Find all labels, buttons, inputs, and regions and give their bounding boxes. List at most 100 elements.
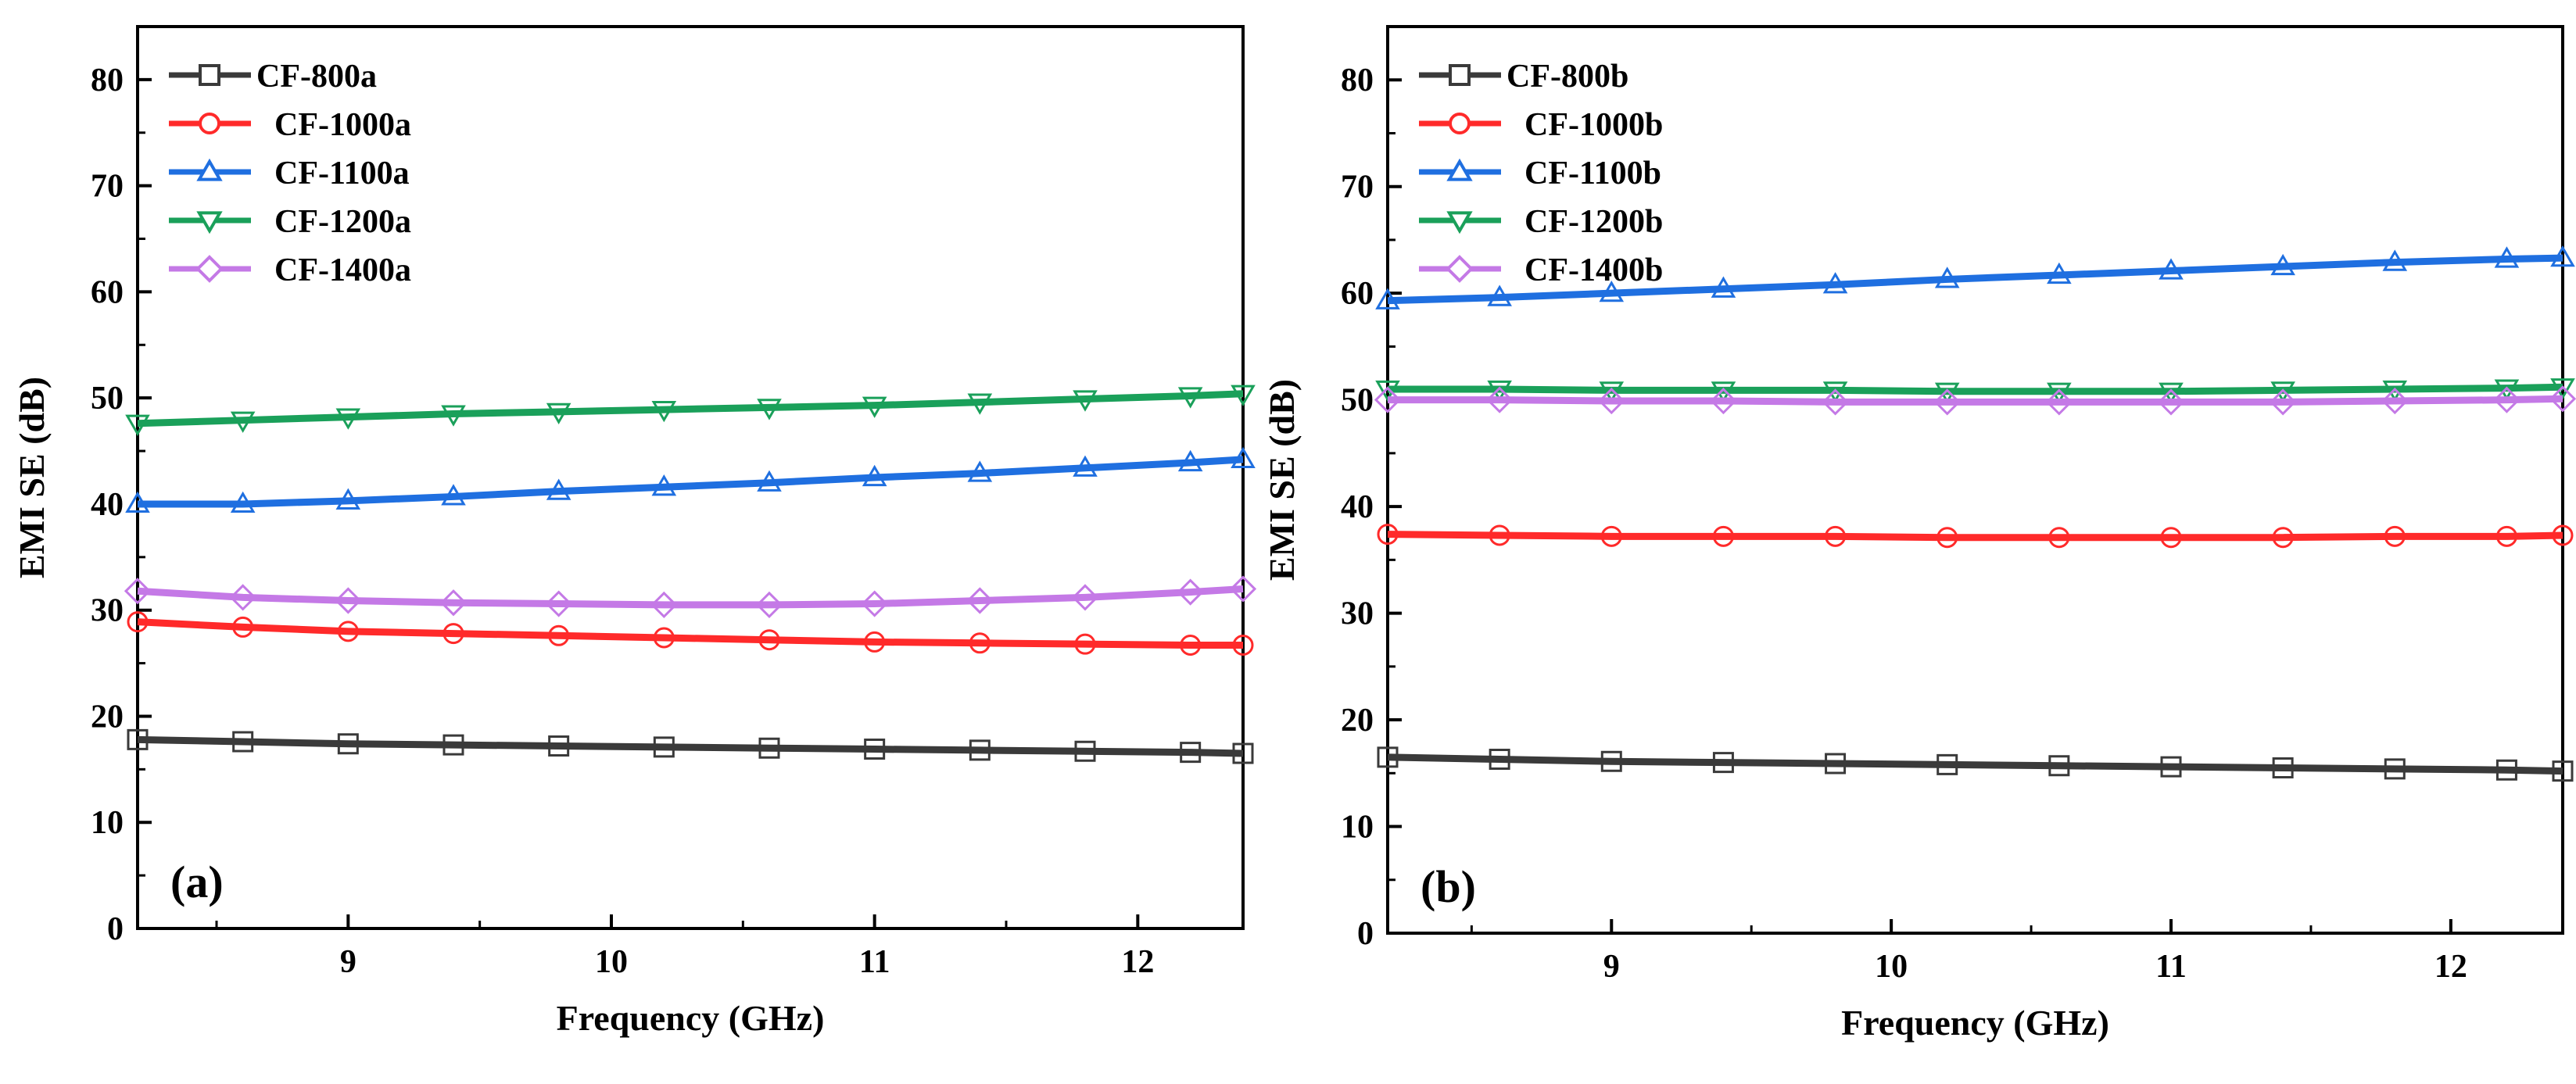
data-point xyxy=(1822,381,1848,403)
series-CF-1400a xyxy=(124,575,1257,619)
x-tick-label: 10 xyxy=(595,944,628,980)
data-point xyxy=(1177,578,1204,606)
data-point xyxy=(548,735,570,757)
data-point xyxy=(650,591,678,619)
data-point xyxy=(230,411,256,433)
data-point xyxy=(335,408,361,430)
data-point xyxy=(653,736,675,758)
x-tick-label: 12 xyxy=(1121,944,1154,980)
series-line xyxy=(1388,395,2563,406)
data-point xyxy=(1487,380,1512,402)
data-point xyxy=(127,728,149,750)
data-point xyxy=(969,739,991,761)
x-tick-label: 11 xyxy=(859,944,890,980)
x-tick-label: 10 xyxy=(1875,949,1908,985)
data-point xyxy=(232,731,254,753)
series-CF-800a xyxy=(127,728,1254,764)
legend-label: CF-1400b xyxy=(1524,252,1663,288)
y-tick-label: 30 xyxy=(91,593,124,629)
series-CF-1100a xyxy=(125,446,1256,513)
data-point xyxy=(2549,385,2576,413)
data-point xyxy=(1487,284,1512,306)
y-tick-label: 80 xyxy=(91,63,124,98)
data-point xyxy=(1374,386,1402,413)
data-point xyxy=(1600,525,1622,547)
legend: CF-800a CF-1000a CF-1100a CF-1200a CF-1400a xyxy=(169,59,411,288)
data-point xyxy=(2047,262,2072,284)
data-point xyxy=(232,616,254,638)
data-point xyxy=(1933,388,1961,416)
data-point xyxy=(1180,635,1202,656)
data-point xyxy=(2552,760,2574,782)
x-axis-title: Frequency (GHz) xyxy=(557,998,825,1038)
data-point xyxy=(2159,382,2184,404)
data-point xyxy=(2550,245,2575,267)
data-point xyxy=(1936,753,1958,775)
y-tick-label: 40 xyxy=(1341,489,1374,525)
legend-marker xyxy=(1449,64,1471,86)
series-line xyxy=(138,456,1244,508)
y-tick-label: 10 xyxy=(1341,810,1374,846)
series-CF-1100b xyxy=(1375,245,2575,309)
y-tick-label: 40 xyxy=(91,487,124,523)
data-point xyxy=(1180,742,1202,764)
series-CF-1000a xyxy=(127,611,1254,656)
data-point xyxy=(1074,740,1096,762)
data-point xyxy=(546,478,571,500)
data-point xyxy=(1710,387,1737,415)
series-line xyxy=(137,618,1243,649)
x-axis-title: Frequency (GHz) xyxy=(1841,1003,2109,1043)
y-tick-label: 0 xyxy=(1357,916,1374,952)
data-point xyxy=(1600,750,1622,772)
x-tick-label: 12 xyxy=(2434,949,2467,985)
data-point xyxy=(124,578,152,605)
x-tick-label: 9 xyxy=(340,944,356,980)
data-point xyxy=(1822,272,1848,294)
data-point xyxy=(546,402,571,425)
data-point xyxy=(1825,753,1847,775)
legend-marker xyxy=(1446,255,1474,283)
data-point xyxy=(1229,575,1257,603)
x-tick-label: 11 xyxy=(2155,949,2187,985)
data-point xyxy=(2552,524,2574,546)
data-point xyxy=(2272,757,2294,778)
data-point xyxy=(2160,756,2182,778)
data-point xyxy=(442,623,464,645)
legend-label: CF-1100b xyxy=(1524,156,1661,191)
data-point xyxy=(337,621,359,642)
data-point xyxy=(127,611,149,633)
data-point xyxy=(758,737,780,759)
y-tick-label: 50 xyxy=(1341,383,1374,419)
data-point xyxy=(441,484,466,506)
data-point xyxy=(2048,527,2070,549)
plot-frame xyxy=(1386,25,2564,935)
y-tick-label: 60 xyxy=(91,274,124,310)
data-point xyxy=(1598,387,1625,415)
data-point xyxy=(758,629,780,651)
data-point xyxy=(861,590,888,617)
legend-label: CF-1200a xyxy=(274,204,411,240)
data-point xyxy=(1377,746,1399,768)
data-point xyxy=(1231,446,1256,469)
y-tick-label: 60 xyxy=(1341,276,1374,312)
series-CF-800b xyxy=(1377,746,2574,782)
data-point xyxy=(230,491,256,513)
data-point xyxy=(1934,382,1960,404)
data-point xyxy=(1599,381,1625,403)
data-point xyxy=(757,470,782,492)
y-tick-label: 70 xyxy=(91,169,124,205)
data-point xyxy=(1177,387,1203,409)
y-tick-label: 50 xyxy=(91,381,124,417)
data-point xyxy=(1599,280,1625,302)
plot-frame xyxy=(136,25,1245,930)
x-tick-label: 9 xyxy=(1603,949,1620,985)
data-point xyxy=(2047,382,2072,404)
data-point xyxy=(2550,378,2575,400)
data-point xyxy=(125,414,150,436)
data-point xyxy=(545,590,572,617)
data-point xyxy=(1825,525,1847,547)
data-point xyxy=(967,460,993,482)
y-tick-label: 30 xyxy=(1341,596,1374,632)
data-point xyxy=(966,587,994,614)
y-axis-title: EMI SE (dB) xyxy=(1262,379,1302,581)
